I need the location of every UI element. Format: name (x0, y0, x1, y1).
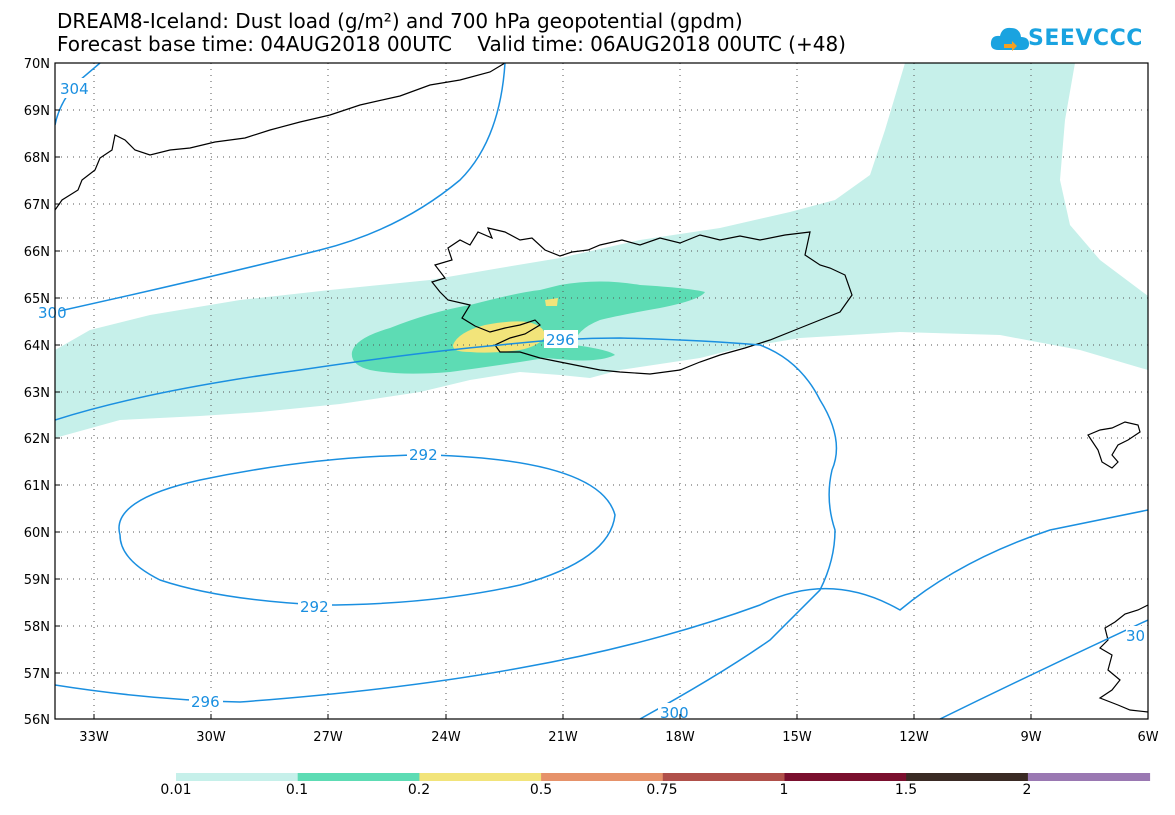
legend-swatch (419, 773, 542, 781)
lon-label: 6W (1137, 730, 1158, 745)
contour-label: 300 (660, 704, 689, 722)
lat-label: 66N (24, 245, 50, 260)
contour-label: 296 (191, 693, 220, 711)
lon-label: 9W (1020, 730, 1041, 745)
legend-swatch (541, 773, 664, 781)
legend-swatch (662, 773, 785, 781)
map-frame (54, 62, 1149, 720)
contour-label: 300 (38, 304, 67, 322)
seevccc-logo: SEEVCCC (990, 20, 1165, 60)
lat-label: 60N (24, 526, 50, 541)
lat-label: 61N (24, 479, 50, 494)
lat-label: 68N (24, 151, 50, 166)
legend-swatch (297, 773, 420, 781)
dust-area-0.2-small (545, 298, 558, 306)
faroe-coast (1087, 421, 1141, 469)
legend-label: 0.5 (529, 782, 553, 798)
legend-label: 1.5 (894, 782, 918, 798)
contour-296-mid (55, 337, 838, 719)
greenland-coast (55, 63, 506, 211)
axis-ticks (55, 62, 1149, 719)
coastlines (55, 63, 1148, 713)
scotland-coast (1098, 604, 1148, 713)
lat-label: 65N (24, 292, 50, 307)
lon-label: 12W (899, 730, 929, 745)
lon-label: 27W (313, 730, 343, 745)
lon-label: 18W (665, 730, 695, 745)
map-title: DREAM8-Iceland: Dust load (g/m²) and 700… (57, 9, 743, 33)
lat-label: 70N (24, 57, 50, 72)
contour-label: 292 (300, 598, 329, 616)
lat-label: 57N (24, 667, 50, 682)
legend-swatch (176, 773, 299, 781)
graticule (55, 63, 1148, 719)
map-subtitle: Forecast base time: 04AUG2018 00UTC Vali… (57, 32, 846, 56)
contour-label: 292 (409, 446, 438, 464)
iceland-coast (430, 227, 853, 375)
lon-label: 15W (782, 730, 812, 745)
lon-label: 33W (79, 730, 109, 745)
legend-label: 2 (1022, 782, 1032, 798)
legend-swatch (784, 773, 907, 781)
lon-label: 21W (548, 730, 578, 745)
contour-300-north (55, 63, 506, 313)
legend-label: 0.2 (407, 782, 431, 798)
cloud-icon (990, 27, 1029, 51)
longitude-labels: 33W 30W 27W 24W 21W 18W 15W 12W 9W 6W (79, 730, 1158, 745)
lat-label: 69N (24, 104, 50, 119)
legend-label: 0.75 (646, 782, 678, 798)
legend-label: 0.1 (285, 782, 309, 798)
lon-label: 30W (196, 730, 226, 745)
contour-labels: 304 300 296 292 292 296 300 30 (38, 78, 1148, 722)
legend-colorbar (176, 773, 1151, 781)
logo-text: SEEVCCC (1028, 26, 1143, 51)
contour-292-loop (118, 454, 616, 606)
lon-label: 24W (431, 730, 461, 745)
lat-label: 62N (24, 432, 50, 447)
legend-swatch (1027, 773, 1151, 781)
lat-label: 56N (24, 713, 50, 728)
latitude-labels: 70N 69N 68N 67N 66N 65N 64N 63N 62N 61N … (24, 57, 50, 728)
lat-label: 67N (24, 198, 50, 213)
lat-label: 64N (24, 339, 50, 354)
contour-label: 30 (1126, 627, 1145, 645)
legend-label: 0.01 (160, 782, 192, 798)
geopotential-contours (55, 63, 1148, 719)
lat-label: 58N (24, 620, 50, 635)
lat-label: 59N (24, 573, 50, 588)
contour-label: 296 (546, 331, 575, 349)
legend-label: 1 (779, 782, 789, 798)
contour-296-south (55, 509, 1148, 703)
contour-label: 304 (60, 80, 89, 98)
lat-label: 63N (24, 386, 50, 401)
contour-300-south (939, 619, 1148, 719)
legend-swatch (906, 773, 1029, 781)
